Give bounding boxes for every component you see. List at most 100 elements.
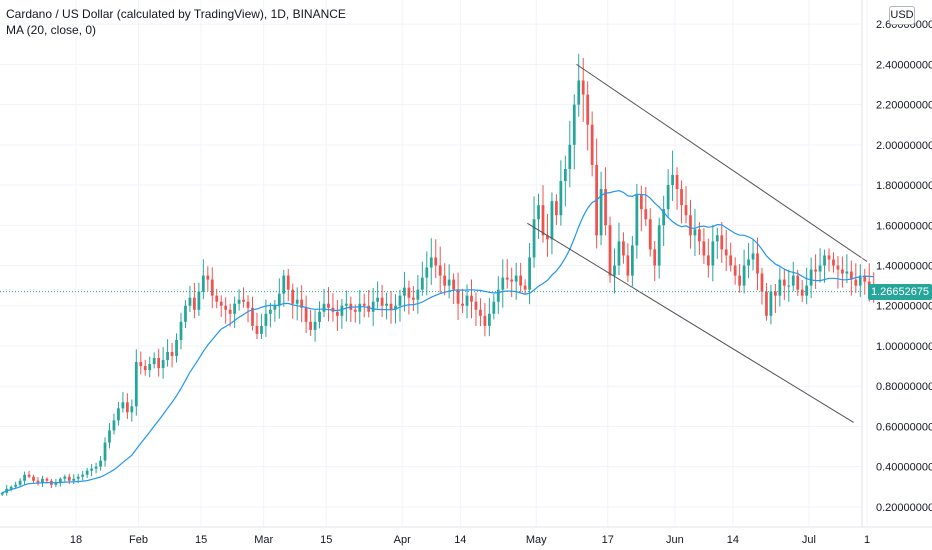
y-tick-label: 0.60000000	[876, 421, 932, 433]
candle-body	[550, 201, 554, 240]
candle-body	[765, 291, 768, 316]
candle-body	[246, 301, 250, 308]
candle-body	[188, 297, 192, 306]
y-tick-label: 1.80000000	[876, 180, 932, 192]
candle-body	[425, 267, 429, 278]
candle-body	[148, 364, 152, 371]
candle-body	[599, 189, 603, 236]
candle-body	[99, 460, 102, 467]
candle-body	[344, 303, 348, 306]
candle-body	[420, 277, 424, 290]
candle-body	[447, 279, 451, 286]
currency-button[interactable]: USD	[889, 6, 915, 25]
candle-body	[684, 205, 688, 216]
chart-grid	[0, 0, 868, 527]
candle-body	[353, 309, 357, 312]
candle-body	[541, 205, 545, 236]
candle-body	[747, 259, 750, 266]
y-tick-label: 2.20000000	[876, 100, 932, 112]
candle-body	[769, 291, 773, 316]
candle-body	[832, 259, 835, 266]
x-tick-label: May	[526, 534, 547, 546]
candle-body	[778, 279, 782, 296]
candle-body	[286, 275, 290, 290]
candle-body	[863, 275, 867, 282]
candle-body	[465, 295, 469, 306]
candle-body	[854, 279, 858, 286]
candle-body	[14, 484, 18, 487]
x-tick-label: 17	[602, 534, 614, 546]
x-tick-label: 1	[864, 534, 870, 546]
indicator-label[interactable]: MA (20, close, 0)	[6, 23, 97, 37]
candle-body	[773, 291, 777, 296]
candle-body	[371, 301, 375, 312]
x-tick-label: Feb	[129, 534, 148, 546]
candle-body	[501, 277, 505, 290]
candle-body	[760, 273, 764, 292]
candle-body	[604, 189, 607, 226]
ma-line	[1, 189, 874, 494]
candle-body	[103, 442, 107, 461]
y-tick-label: 1.00000000	[876, 341, 932, 353]
candle-body	[836, 265, 840, 270]
candle-body	[58, 478, 62, 483]
candle-body	[706, 255, 710, 266]
candle-body	[698, 229, 701, 242]
x-tick-label: Apr	[394, 534, 411, 546]
candle-body	[340, 305, 344, 316]
candle-body	[487, 313, 491, 326]
candle-body	[336, 311, 339, 316]
candle-body	[849, 271, 853, 280]
ma-line-series	[1, 189, 874, 494]
candle-body	[139, 362, 143, 367]
candle-body	[237, 299, 241, 304]
candle-body	[693, 229, 697, 236]
candle-body	[635, 195, 639, 246]
candle-body	[827, 255, 831, 260]
candle-body	[532, 219, 536, 258]
candle-body	[358, 303, 362, 312]
candle-body	[724, 249, 728, 256]
candle-body	[702, 241, 706, 256]
candle-body	[626, 255, 630, 276]
candle-body	[224, 305, 228, 310]
candle-body	[751, 253, 755, 260]
candle-body	[671, 174, 674, 186]
candle-body	[233, 303, 237, 314]
candle-body	[572, 104, 576, 145]
candle-body	[787, 285, 791, 287]
candle-body	[715, 235, 719, 242]
candle-body	[121, 402, 125, 409]
candle-body	[295, 299, 299, 304]
candle-body	[756, 253, 759, 274]
candle-body	[85, 470, 89, 475]
x-tick-label: 15	[320, 534, 332, 546]
candle-body	[184, 305, 187, 322]
candle-body	[443, 275, 447, 286]
candle-body	[385, 303, 388, 306]
candle-body	[841, 269, 844, 274]
trendlines	[527, 63, 868, 423]
last-price-label: 1.26652675	[868, 283, 932, 300]
candle-body	[590, 124, 594, 165]
candle-body	[327, 303, 330, 308]
candle-body	[376, 297, 380, 302]
candle-body	[36, 480, 40, 483]
candle-body	[438, 265, 442, 276]
candle-body	[255, 325, 259, 334]
candle-body	[452, 279, 455, 290]
candle-body	[559, 181, 563, 216]
chart-title[interactable]: Cardano / US Dollar (calculated by Tradi…	[6, 7, 346, 21]
candle-body	[27, 474, 31, 477]
candle-body	[630, 245, 634, 276]
x-tick-label: 15	[195, 534, 207, 546]
candle-body	[568, 144, 572, 169]
candle-body	[18, 480, 22, 485]
candle-body	[197, 291, 201, 310]
candle-body	[112, 420, 116, 431]
candle-body	[67, 476, 71, 481]
candle-body	[523, 285, 527, 290]
candle-body	[858, 275, 862, 286]
y-tick-label: 2.40000000	[876, 59, 932, 71]
